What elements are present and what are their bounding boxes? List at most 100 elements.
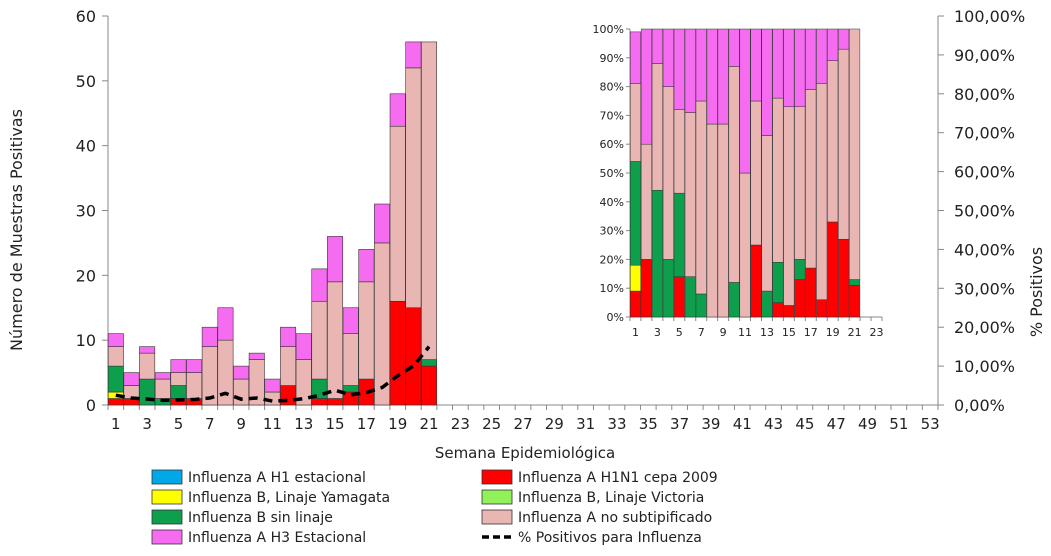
inset-bar-h3_estacional — [816, 28, 828, 84]
inset-bar-a_no_subtipificado — [662, 86, 674, 260]
inset-x-tick-label: 11 — [738, 326, 752, 339]
inset-bar-h1n1_2009 — [838, 238, 850, 318]
bar-h3_estacional — [327, 236, 344, 283]
y2-tick-label: 70,00% — [954, 124, 1015, 143]
inset-bar-h1n1_2009 — [805, 267, 817, 318]
bar-b_sin_linaje — [342, 385, 359, 393]
bar-h3_estacional — [107, 333, 124, 347]
inset-bar-a_no_subtipificado — [772, 97, 784, 263]
bar-h3_estacional — [217, 307, 234, 341]
inset-y-tick-label: 80% — [600, 81, 624, 94]
inset-bar-b_sin_linaje — [794, 259, 806, 280]
legend-swatch-h3_estacional — [151, 529, 183, 545]
inset-bar-h3_estacional — [783, 28, 795, 108]
bar-h3_estacional — [248, 352, 265, 360]
legend-label-h1n1_2009: Influenza A H1N1 cepa 2009 — [518, 470, 718, 486]
inset-y-tick-label: 100% — [593, 23, 624, 36]
bar-a_no_subtipificado — [405, 67, 422, 309]
bar-h3_estacional — [186, 359, 203, 373]
x-tick-label: 21 — [419, 415, 438, 433]
inset-bar-h3_estacional — [838, 28, 850, 50]
x-tick-label: 15 — [326, 415, 345, 433]
legend-swatch-h1n1_2009 — [481, 469, 513, 485]
x-tick-label: 7 — [205, 415, 215, 433]
inset-x-tick-label: 5 — [676, 326, 683, 339]
legend-swatch-h1_estacional — [151, 469, 183, 485]
inset-bar-h3_estacional — [728, 28, 740, 67]
inset-y-tick-label: 30% — [600, 225, 624, 238]
y-tick-label: 40 — [76, 137, 96, 156]
inset-bar-h3_estacional — [651, 28, 663, 64]
inset-bar-h3_estacional — [827, 28, 839, 61]
inset-bar-b_yamagata — [629, 264, 641, 292]
inset-bar-a_no_subtipificado — [838, 48, 850, 240]
inset-bar-b_sin_linaje — [849, 279, 861, 286]
legend-label-line: % Positivos para Influenza — [518, 530, 702, 546]
inset-y-tick-label: 40% — [600, 196, 624, 209]
inset-bar-b_sin_linaje — [772, 262, 784, 303]
x-tick-label: 33 — [607, 415, 626, 433]
bar-b_sin_linaje — [170, 385, 187, 399]
x-axis-label: Semana Epidemiológica — [435, 444, 615, 462]
inset-x-tick-label: 7 — [698, 326, 705, 339]
legend-label-a_no_subtipificado: Influenza A no subtipificado — [518, 510, 712, 526]
inset-bar-h3_estacional — [772, 28, 784, 99]
y-tick-label: 30 — [76, 202, 96, 221]
bar-h3_estacional — [374, 203, 391, 244]
inset-bar-b_sin_linaje — [761, 290, 773, 318]
inset-bar-b_sin_linaje — [651, 190, 663, 318]
x-tick-label: 47 — [827, 415, 846, 433]
bar-a_no_subtipificado — [154, 378, 171, 399]
bar-h3_estacional — [280, 326, 297, 347]
inset-x-tick-label: 1 — [632, 326, 639, 339]
legend-swatch-a_no_subtipificado — [481, 509, 513, 525]
inset-bar-a_no_subtipificado — [783, 106, 795, 306]
x-tick-label: 53 — [921, 415, 940, 433]
bar-h3_estacional — [123, 372, 140, 386]
inset-bar-b_sin_linaje — [695, 293, 707, 318]
bar-h1n1_2009 — [389, 300, 406, 406]
bar-a_no_subtipificado — [186, 372, 203, 399]
inset-bar-h1n1_2009 — [673, 276, 685, 318]
y-tick-label: 0 — [86, 396, 96, 415]
inset-x-tick-label: 17 — [804, 326, 818, 339]
inset-y-tick-label: 60% — [600, 138, 624, 151]
inset-bar-a_no_subtipificado — [728, 66, 740, 283]
legend-label-b_victoria: Influenza B, Linaje Victoria — [518, 490, 704, 506]
inset-bar-h3_estacional — [750, 28, 762, 102]
legend-label-h1_estacional: Influenza A H1 estacional — [188, 470, 366, 486]
bar-a_no_subtipificado — [389, 125, 406, 302]
inset-bar-h1n1_2009 — [849, 285, 861, 318]
inset-bar-h3_estacional — [706, 28, 718, 125]
y2-tick-label: 60,00% — [954, 163, 1015, 182]
bar-a_no_subtipificado — [139, 352, 156, 380]
y2-tick-label: 20,00% — [954, 318, 1015, 337]
legend-swatch-b_yamagata — [151, 489, 183, 505]
inset-bar-h3_estacional — [794, 28, 806, 108]
bar-a_no_subtipificado — [342, 333, 359, 386]
inset-x-tick-label: 21 — [848, 326, 862, 339]
legend-swatch-b_victoria — [481, 489, 513, 505]
x-tick-label: 5 — [174, 415, 184, 433]
bar-h3_estacional — [201, 326, 218, 347]
bar-a_no_subtipificado — [311, 300, 328, 380]
inset-x-tick-label: 9 — [720, 326, 727, 339]
inset-bar-a_no_subtipificado — [761, 135, 773, 292]
x-tick-label: 35 — [639, 415, 658, 433]
legend-label-b_yamagata: Influenza B, Linaje Yamagata — [188, 490, 390, 506]
bar-h1n1_2009 — [107, 398, 124, 406]
x-tick-label: 17 — [357, 415, 376, 433]
inset-x-tick-label: 23 — [870, 326, 884, 339]
inset-bar-a_no_subtipificado — [629, 83, 641, 162]
y2-tick-label: 0,00% — [954, 396, 1005, 415]
bar-h3_estacional — [264, 378, 281, 393]
x-tick-label: 41 — [733, 415, 752, 433]
inset-bar-h1n1_2009 — [827, 221, 839, 318]
bar-a_no_subtipificado — [327, 281, 344, 399]
bar-a_no_subtipificado — [358, 281, 375, 380]
inset-bar-a_no_subtipificado — [750, 100, 762, 246]
bar-h3_estacional — [154, 372, 171, 380]
x-tick-label: 51 — [889, 415, 908, 433]
inset-bar-h1n1_2009 — [772, 302, 784, 318]
inset-bar-a_no_subtipificado — [673, 109, 685, 194]
